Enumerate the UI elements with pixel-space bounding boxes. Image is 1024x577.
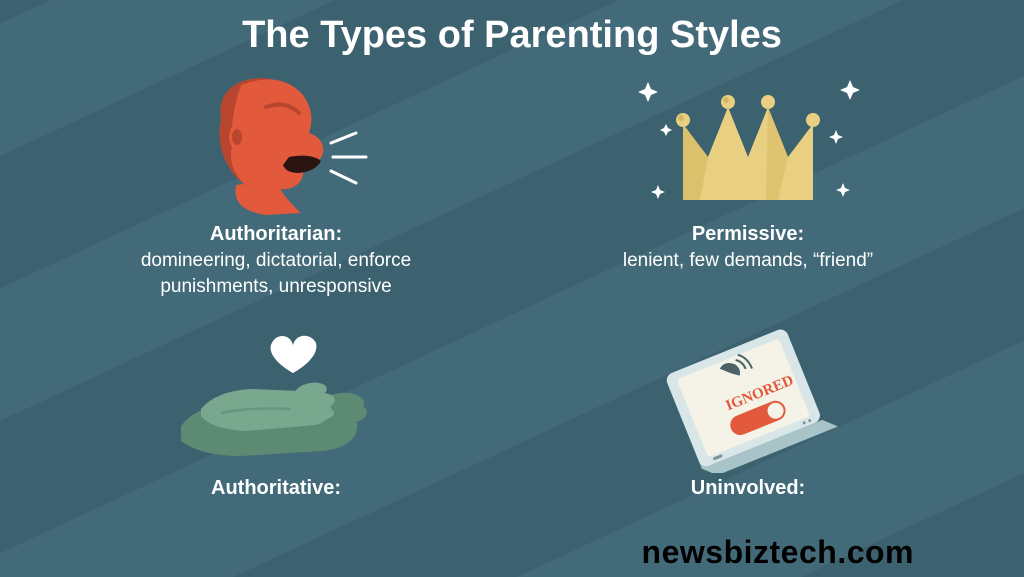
style-uninvolved: IGNORED Uninvolved: xyxy=(512,311,984,565)
infographic-content: The Types of Parenting Styles xyxy=(0,0,1024,577)
style-label: Permissive: xyxy=(692,223,804,246)
styles-grid: Authoritarian: domineering, dictatorial,… xyxy=(0,57,1024,564)
hands-heart-icon xyxy=(161,321,391,471)
shouting-head-icon xyxy=(171,67,381,217)
style-authoritarian: Authoritarian: domineering, dictatorial,… xyxy=(40,57,512,311)
style-permissive: Permissive: lenient, few demands, “frien… xyxy=(512,57,984,311)
style-desc: domineering, dictatorial, enforce punish… xyxy=(106,248,446,299)
ignored-phone-icon: IGNORED xyxy=(648,321,848,471)
style-label: Uninvolved: xyxy=(691,477,805,500)
crown-icon xyxy=(618,67,878,217)
style-label: Authoritative: xyxy=(211,477,341,500)
watermark-text: newsbiztech.com xyxy=(642,534,914,571)
style-desc: lenient, few demands, “friend” xyxy=(623,248,873,274)
style-label: Authoritarian: xyxy=(210,223,342,246)
page-title: The Types of Parenting Styles xyxy=(0,0,1024,57)
style-authoritative: Authoritative: xyxy=(40,311,512,565)
